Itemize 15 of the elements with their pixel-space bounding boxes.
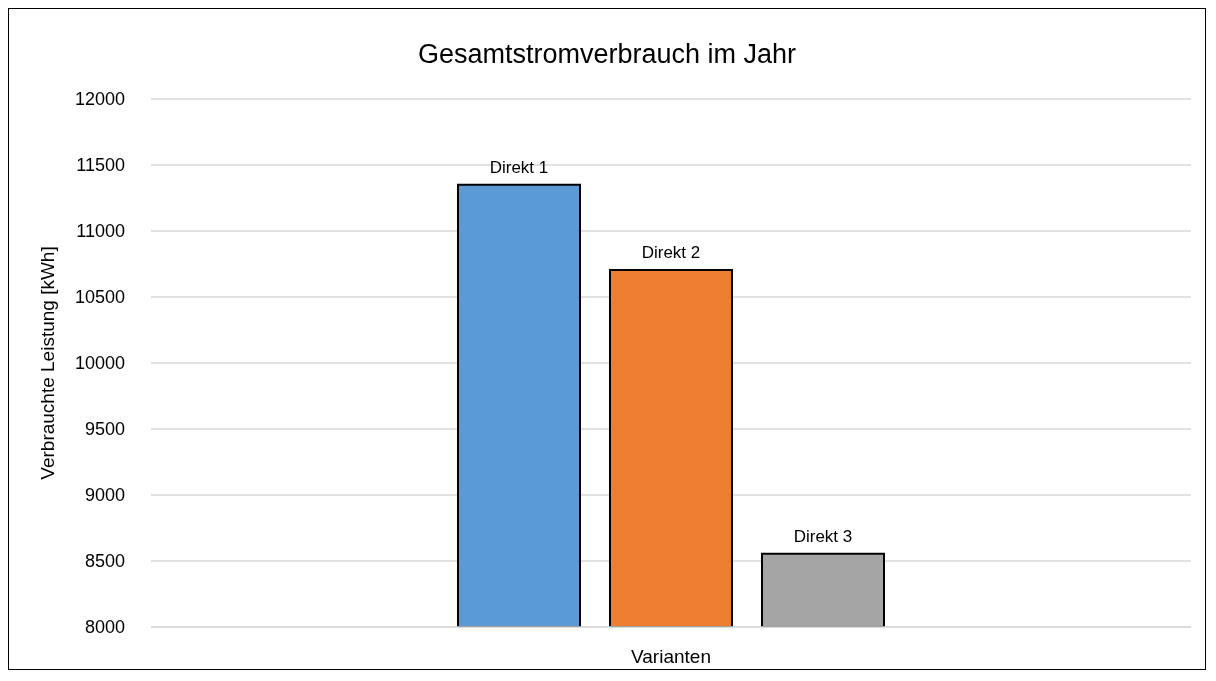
y-tick-label: 10500 xyxy=(74,287,125,308)
series-label: Direkt 1 xyxy=(489,157,549,177)
y-tick-label: 9500 xyxy=(84,419,125,440)
y-tick-label: 8000 xyxy=(84,617,125,638)
y-tick-label: 9000 xyxy=(84,485,125,506)
y-tick-label: 8500 xyxy=(84,551,125,572)
y-tick-label: 12000 xyxy=(74,89,125,110)
series-label: Direkt 3 xyxy=(793,526,853,546)
y-axis-title: Verbrauchte Leistung [kWh] xyxy=(36,246,58,480)
series-label: Direkt 2 xyxy=(641,242,701,262)
chart-title: Gesamtstromverbrauch im Jahr xyxy=(416,39,798,70)
y-tick-label: 10000 xyxy=(74,353,125,374)
x-axis-title: Varianten xyxy=(631,646,711,667)
y-tick-label: 11000 xyxy=(76,221,125,242)
y-tick-label: 11500 xyxy=(76,155,125,176)
